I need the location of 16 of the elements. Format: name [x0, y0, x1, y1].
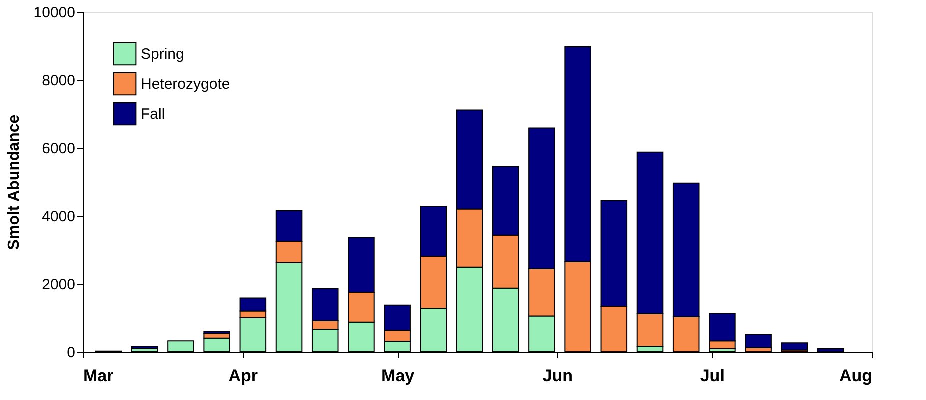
legend-label: Spring	[141, 46, 184, 63]
legend-label: Heterozygote	[141, 76, 230, 93]
y-tick-label: 6000	[42, 140, 76, 158]
x-tick-label: Apr	[228, 366, 258, 386]
y-tick-label: 10000	[34, 4, 76, 22]
x-tick-label: Aug	[839, 366, 872, 386]
y-tick-label: 8000	[42, 72, 76, 90]
y-tick-label: 0	[67, 344, 76, 362]
x-tick-label: Jun	[542, 366, 574, 386]
y-tick-label: 4000	[42, 208, 76, 226]
y-tick-label: 2000	[42, 276, 76, 294]
x-tick-label: Jul	[700, 366, 725, 386]
x-tick-label: May	[382, 366, 416, 386]
legend-label: Fall	[141, 106, 166, 123]
x-tick-label: Mar	[84, 366, 114, 386]
y-axis-title: Smolt Abundance	[6, 114, 23, 250]
